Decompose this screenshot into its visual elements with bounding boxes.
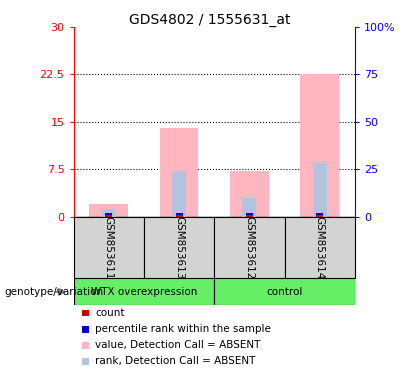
Bar	[230, 171, 269, 217]
Bar	[74, 217, 144, 278]
Text: rank, Detection Call = ABSENT: rank, Detection Call = ABSENT	[95, 356, 255, 366]
Bar	[313, 163, 327, 217]
Bar	[74, 278, 214, 305]
Bar	[246, 215, 253, 217]
Bar	[89, 204, 128, 217]
Bar	[176, 215, 183, 217]
Text: GSM853612: GSM853612	[244, 216, 255, 280]
Bar	[285, 217, 355, 278]
Bar	[316, 215, 323, 217]
Bar	[214, 217, 285, 278]
Bar	[316, 214, 323, 215]
Bar	[176, 214, 183, 215]
Text: percentile rank within the sample: percentile rank within the sample	[95, 324, 271, 334]
Text: GSM853613: GSM853613	[174, 216, 184, 280]
Text: genotype/variation: genotype/variation	[4, 287, 103, 297]
Text: count: count	[95, 308, 125, 318]
Bar	[246, 214, 253, 215]
Text: WTX overexpression: WTX overexpression	[91, 287, 197, 297]
Bar	[144, 217, 214, 278]
Bar	[105, 214, 112, 215]
Text: GDS4802 / 1555631_at: GDS4802 / 1555631_at	[129, 13, 291, 27]
Text: value, Detection Call = ABSENT: value, Detection Call = ABSENT	[95, 340, 260, 350]
Text: GSM853614: GSM853614	[315, 216, 325, 280]
Bar	[242, 198, 257, 217]
Bar	[160, 128, 198, 217]
Bar	[172, 171, 186, 217]
Text: GSM853611: GSM853611	[104, 216, 114, 280]
Bar	[300, 74, 339, 217]
Bar	[214, 278, 355, 305]
Text: control: control	[266, 287, 303, 297]
Bar	[105, 215, 112, 217]
Bar	[102, 209, 116, 217]
